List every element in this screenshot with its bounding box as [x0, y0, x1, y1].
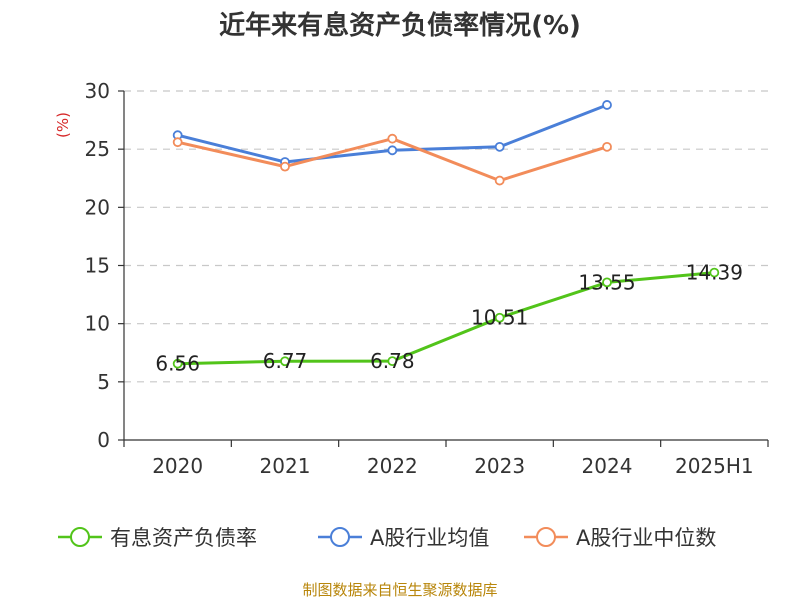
- x-tick-label: 2024: [582, 454, 633, 478]
- data-label: 6.78: [370, 349, 415, 373]
- series-point: [387, 145, 398, 156]
- legend-label: A股行业均值: [370, 526, 489, 550]
- series-point: [602, 141, 612, 152]
- series-point: [172, 358, 183, 369]
- y-tick-label: 10: [85, 312, 110, 336]
- y-tick-label: 15: [85, 254, 110, 278]
- legend-label: 有息资产负债率: [110, 526, 257, 550]
- legend-marker-icon: [330, 527, 350, 547]
- legend-label: A股行业中位数: [576, 526, 716, 550]
- y-tick-label: 25: [85, 137, 110, 161]
- chart-title: 近年来有息资产负债率情况(%): [219, 10, 581, 41]
- series-point: [709, 267, 720, 278]
- series-line: [177, 137, 608, 183]
- data-label: 10.51: [471, 306, 528, 330]
- data-label: 13.55: [578, 270, 635, 294]
- y-tick-label: 5: [97, 370, 110, 394]
- x-tick-label: 2021: [260, 454, 311, 478]
- legend-item[interactable]: A股行业均值: [318, 526, 489, 550]
- series-line: [177, 271, 715, 366]
- series-point: [494, 175, 505, 186]
- legend-item[interactable]: 有息资产负债率: [58, 526, 257, 550]
- legend-marker-icon: [70, 527, 90, 547]
- series-point: [387, 133, 398, 144]
- x-tick-label: 2020: [152, 454, 203, 478]
- axes: 0 5 10 15 20 25 30 2020 2021 2022 2023 2024 2025H1: [85, 79, 769, 478]
- y-tick-label: 0: [97, 428, 110, 452]
- series-group: [172, 100, 720, 369]
- series-point: [602, 277, 612, 288]
- series-point: [602, 100, 612, 110]
- source-note: 制图数据来自恒生聚源数据库: [302, 581, 497, 599]
- x-tick-label: 2022: [367, 454, 418, 478]
- series-point: [387, 356, 398, 367]
- series-point: [280, 356, 290, 367]
- y-tick-label: 30: [85, 79, 110, 103]
- series-point: [494, 141, 505, 152]
- x-tick-label: 2025H1: [675, 454, 754, 478]
- y-tick-label: 20: [85, 195, 110, 219]
- data-label: 6.77: [263, 349, 308, 373]
- legend[interactable]: 有息资产负债率 A股行业均值 A股行业中位数: [58, 526, 716, 550]
- data-label: 14.39: [686, 261, 743, 285]
- legend-item[interactable]: A股行业中位数: [524, 526, 716, 550]
- data-labels: 6.56 6.77 6.78 10.51 13.55 14.39: [155, 261, 743, 376]
- grid-lines: [124, 90, 768, 383]
- legend-marker-icon: [536, 527, 556, 547]
- x-tick-label: 2023: [474, 454, 525, 478]
- y-axis-unit: (%): [54, 112, 72, 138]
- data-label: 6.56: [155, 352, 200, 376]
- series-point: [172, 137, 183, 148]
- series-point: [494, 312, 505, 323]
- series-point: [280, 161, 290, 172]
